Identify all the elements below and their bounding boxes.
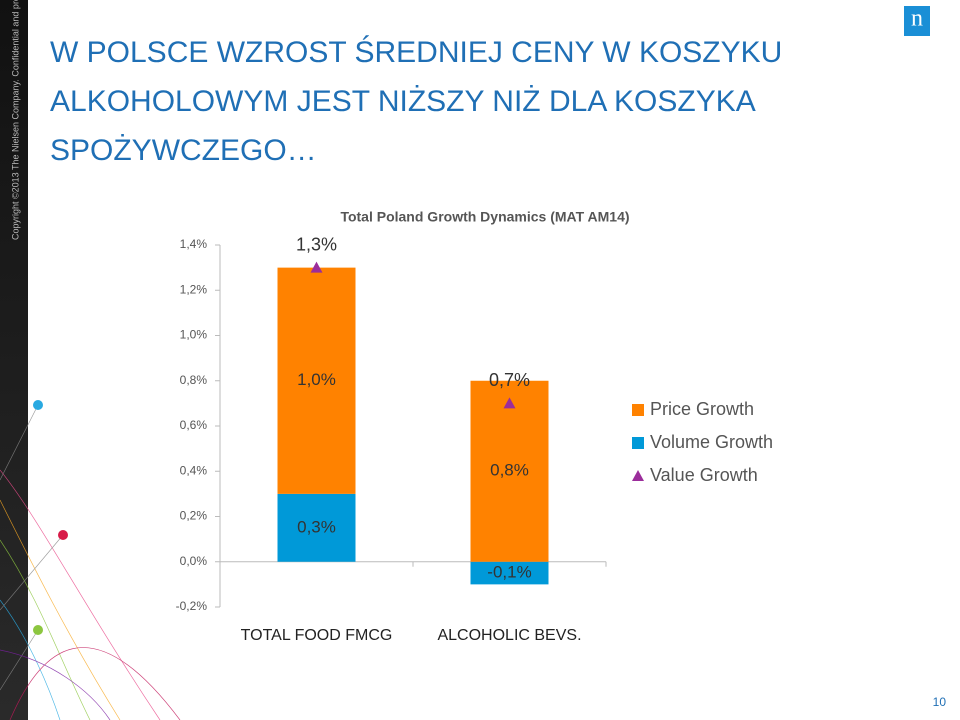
data-label: -0,1% — [487, 563, 531, 582]
legend-label: Price Growth — [650, 399, 754, 419]
legend-marker — [632, 470, 644, 481]
legend-label: Value Growth — [650, 465, 758, 485]
legend-label: Volume Growth — [650, 432, 773, 452]
decoration-dot — [33, 625, 43, 635]
logo: n — [911, 6, 923, 32]
value-marker — [310, 261, 323, 273]
decoration-dot — [33, 400, 43, 410]
legend-swatch — [632, 437, 644, 449]
bar-segment — [277, 267, 356, 494]
value-marker — [503, 397, 516, 409]
x-tick-label: ALCOHOLIC BEVS. — [437, 627, 581, 644]
x-tick-label: TOTAL FOOD FMCG — [241, 627, 393, 644]
y-tick-label: 0,8% — [180, 373, 208, 387]
decoration-dot — [58, 530, 68, 540]
side-strip — [0, 0, 28, 720]
page-number: 10 — [933, 695, 947, 709]
logo-box — [904, 6, 930, 36]
data-label: 1,0% — [297, 370, 336, 389]
y-tick-label: 0,6% — [180, 418, 208, 432]
bar-segment — [470, 561, 549, 585]
y-tick-label: 1,4% — [180, 237, 208, 251]
bar-segment — [277, 493, 356, 562]
y-tick-label: 0,2% — [180, 509, 208, 523]
data-label: 0,3% — [297, 517, 336, 536]
y-tick-label: 1,2% — [180, 282, 208, 296]
y-tick-label: 1,0% — [180, 328, 208, 342]
bar-segment — [470, 380, 549, 562]
data-label: 1,3% — [296, 234, 337, 254]
decoration — [0, 404, 181, 720]
y-tick-label: 0,0% — [180, 554, 208, 568]
slide-title: ALKOHOLOWYM JEST NIŻSZY NIŻ DLA KOSZYKA — [50, 85, 756, 118]
slide-title: W POLSCE WZROST ŚREDNIEJ CENY W KOSZYKU — [50, 35, 782, 69]
y-tick-label: 0,4% — [180, 463, 208, 477]
data-label: 0,8% — [490, 461, 529, 480]
data-label: 0,7% — [489, 370, 530, 390]
copyright: Copyright ©2013 The Nielsen Company. Con… — [10, 0, 20, 240]
chart-title: Total Poland Growth Dynamics (MAT AM14) — [340, 209, 629, 225]
y-tick-label: -0,2% — [176, 599, 208, 613]
legend-swatch — [632, 404, 644, 416]
slide-title: SPOŻYWCZEGO… — [50, 134, 317, 167]
